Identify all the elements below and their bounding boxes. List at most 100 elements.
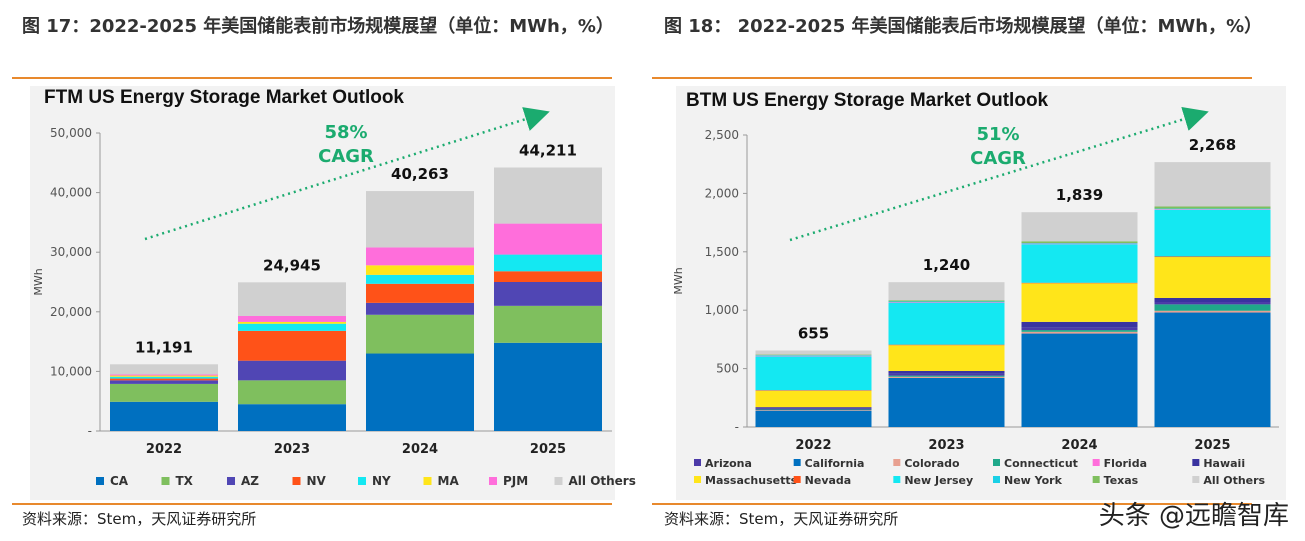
bar-segment-ny (110, 376, 218, 379)
x-tick-label: 2022 (795, 438, 831, 453)
legend-label: New York (1004, 474, 1063, 487)
bar-segment-nevada (1021, 282, 1138, 284)
bar-segment-florida (1021, 243, 1138, 245)
bar-segment-texas (755, 354, 872, 356)
bar-segment-nevada (755, 390, 872, 391)
bar-segment-colorado (755, 410, 872, 411)
source-rule (652, 503, 1252, 505)
title-rule (652, 77, 1252, 79)
y-tick-label: 2,500 (705, 128, 739, 142)
x-tick-label: 2024 (402, 442, 438, 457)
legend-swatch (793, 459, 801, 466)
legend-swatch (554, 477, 563, 485)
legend-swatch (694, 459, 701, 466)
bar-segment-nevada (888, 344, 1005, 346)
figure-17-panel: 图 17：2022-2025 年美国储能表前市场规模展望（单位：MWh，%） F… (0, 0, 640, 541)
legend-swatch (694, 476, 701, 483)
legend-label: New Jersey (904, 474, 973, 487)
bar-segment-ma (366, 265, 474, 275)
bar-segment-hawaii (888, 370, 1005, 374)
total-label: 24,945 (263, 256, 321, 274)
bar-segment-ca (494, 342, 602, 431)
bar-segment-connecticut (755, 409, 872, 411)
chart-title: FTM US Energy Storage Market Outlook (44, 87, 404, 108)
bar-segment-massachusetts (1021, 283, 1138, 322)
bar-segment-az (238, 360, 346, 381)
bar-segment-ny (494, 254, 602, 272)
bar-segment-all-others (494, 167, 602, 224)
bar-segment-hawaii (1154, 297, 1271, 303)
bar-segment-ny (366, 274, 474, 284)
bar-segment-tx (366, 314, 474, 354)
legend-swatch (96, 477, 104, 485)
cagr-label: CAGR (318, 146, 374, 167)
x-tick-label: 2023 (274, 442, 310, 457)
bar-segment-ny (238, 323, 346, 331)
y-tick-label: - (88, 424, 92, 438)
legend-swatch (993, 459, 1000, 466)
x-tick-label: 2025 (530, 442, 566, 457)
cagr-label: CAGR (970, 148, 1026, 169)
bar-segment-colorado (1154, 310, 1271, 313)
bar-segment-ca (110, 401, 218, 431)
legend-swatch (1192, 459, 1200, 466)
bar-segment-colorado (1021, 331, 1138, 334)
bar-segment-pjm (110, 374, 218, 376)
figure-18-panel: 图 18： 2022-2025 年美国储能表后市场规模展望（单位：MWh，%） … (652, 0, 1305, 541)
bar-segment-nv (366, 283, 474, 303)
legend-swatch (423, 477, 432, 485)
bar-segment-hawaii (755, 407, 872, 409)
bar-segment-california (888, 377, 1005, 427)
legend-swatch (793, 476, 801, 483)
bar-segment-new-jersey (755, 356, 872, 391)
legend-label: TX (176, 474, 194, 488)
bar-segment-connecticut (1021, 330, 1138, 332)
legend-label: Florida (1104, 457, 1147, 470)
bar-segment-nv (238, 330, 346, 361)
bar-segment-new-jersey (1021, 244, 1138, 283)
bar-segment-texas (888, 300, 1005, 302)
bar-segment-arizona (1021, 327, 1138, 331)
bar-segment-new-jersey (1154, 209, 1271, 257)
bar-segment-massachusetts (755, 390, 872, 408)
legend-label: MA (438, 474, 460, 488)
bar-segment-massachusetts (888, 345, 1005, 371)
source-rule (12, 503, 612, 505)
bar-segment-florida (755, 355, 872, 357)
legend-swatch (292, 477, 301, 485)
legend-label: Connecticut (1004, 457, 1078, 470)
bar-segment-all-others (366, 191, 474, 248)
total-label: 1,839 (1056, 186, 1103, 204)
legend-label: NV (307, 474, 327, 488)
cagr-arrow (789, 106, 1209, 242)
legend-swatch (358, 477, 366, 485)
total-label: 44,211 (519, 142, 577, 160)
x-tick-label: 2025 (1194, 438, 1230, 453)
btm-chart: BTM US Energy Storage Market Outlook - 500… (672, 86, 1286, 500)
bar-segment-new-york (755, 355, 872, 356)
bar-segment-florida (888, 302, 1005, 303)
bar-segment-arizona (755, 408, 872, 410)
y-axis-label: MWh (672, 267, 685, 294)
bar-segment-ca (366, 353, 474, 431)
bar-segment-massachusetts (1154, 257, 1271, 298)
total-label: 655 (798, 324, 829, 342)
bar-segment-texas (1021, 241, 1138, 244)
figure-title: 图 18： 2022-2025 年美国储能表后市场规模展望（单位：MWh，%） (664, 16, 1263, 37)
legend-label: PJM (503, 474, 528, 488)
y-tick-label: 40,000 (50, 186, 92, 200)
bar-segment-california (1021, 333, 1138, 427)
bar-segment-all-others (238, 282, 346, 316)
title-rule (12, 77, 612, 79)
bar-segment-pjm (238, 315, 346, 322)
cagr-value: 51% (976, 124, 1019, 145)
bar-segment-california (1154, 312, 1271, 427)
total-label: 2,268 (1189, 136, 1236, 154)
bar-segment-connecticut (888, 375, 1005, 377)
bar-segment-tx (238, 380, 346, 405)
legend-swatch (1092, 459, 1100, 466)
legend-label: All Others (569, 474, 636, 488)
y-tick-label: 30,000 (50, 245, 92, 259)
legend-swatch (1192, 476, 1200, 483)
legend-swatch (161, 477, 170, 485)
